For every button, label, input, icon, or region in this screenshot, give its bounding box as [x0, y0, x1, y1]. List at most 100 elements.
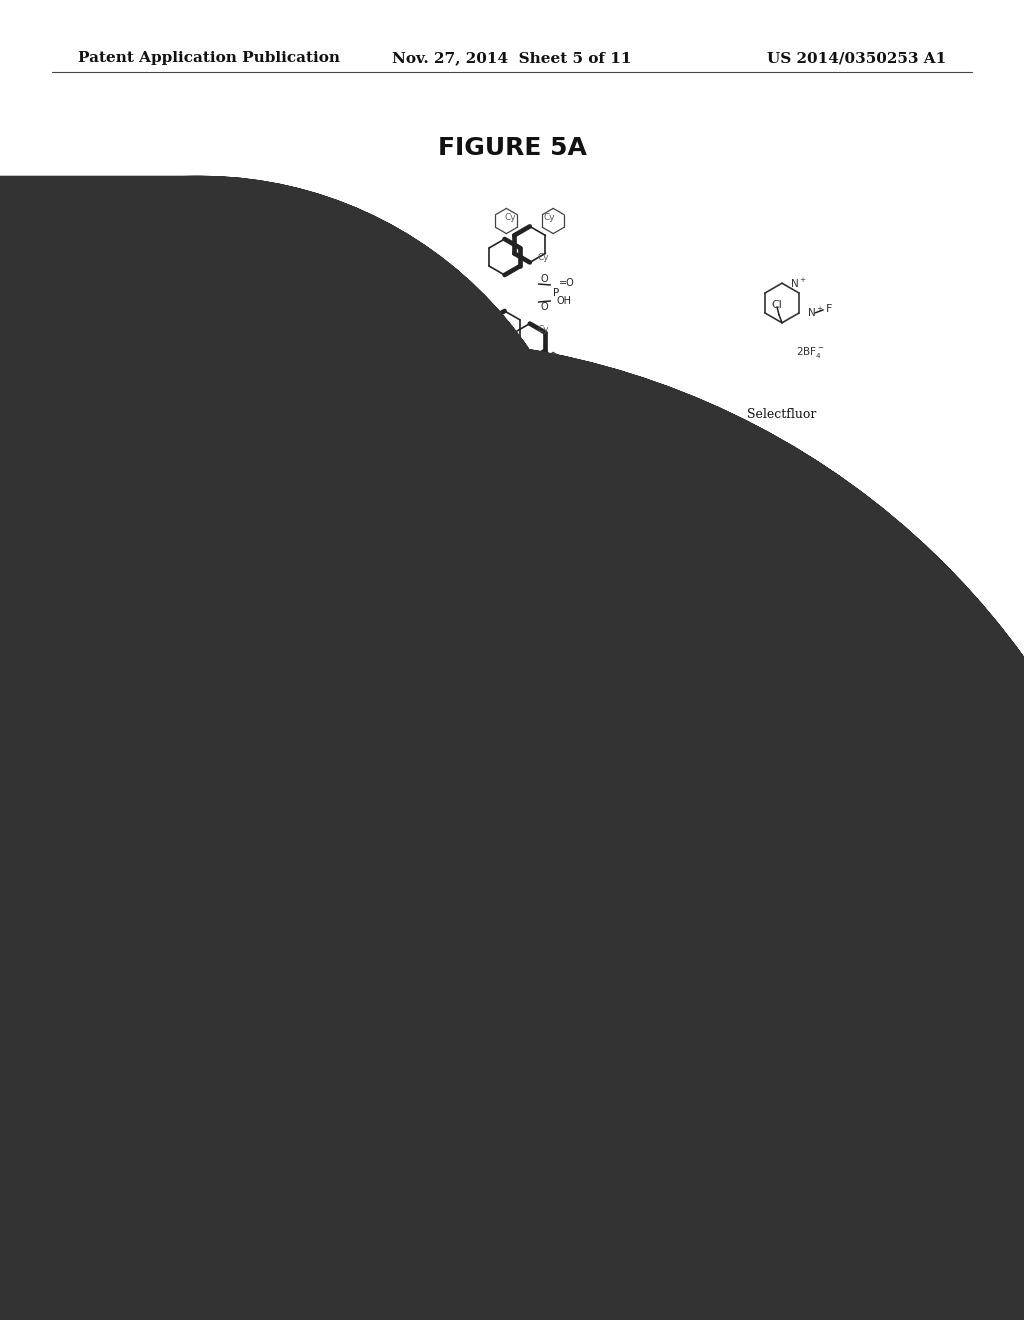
Text: F: F — [534, 1118, 541, 1129]
Text: F: F — [304, 1110, 311, 1119]
Text: $C_8H_{17}$: $C_8H_{17}$ — [155, 322, 183, 335]
Text: O: O — [263, 1130, 272, 1140]
Text: O: O — [480, 1140, 489, 1150]
Text: 17%ᶜ (23): 17%ᶜ (23) — [600, 693, 655, 702]
Text: Nov. 27, 2014  Sheet 5 of 11: Nov. 27, 2014 Sheet 5 of 11 — [392, 51, 632, 65]
Text: O: O — [480, 1065, 489, 1074]
Text: iPr: iPr — [262, 256, 273, 265]
Text: R: R — [534, 1080, 541, 1090]
Text: Yield 2a (% conv): Yield 2a (% conv) — [600, 642, 709, 652]
Text: Net para:ortho: Net para:ortho — [455, 642, 548, 652]
Text: O: O — [452, 870, 462, 883]
Text: (S)-TCYP: (S)-TCYP — [481, 408, 539, 421]
Text: iPr: iPr — [239, 226, 250, 235]
Text: Toluene, rt, 40h: Toluene, rt, 40h — [200, 595, 281, 605]
Text: Selectfluor: Selectfluor — [212, 557, 268, 568]
Text: OH: OH — [282, 296, 297, 306]
Text: 1a: 1a — [142, 640, 158, 653]
Text: 79% ee: 79% ee — [640, 1094, 687, 1107]
Text: 1 : 0.28 : 0.51 : 0.15: 1 : 0.28 : 0.51 : 0.15 — [270, 659, 383, 669]
Text: ——: —— — [790, 693, 812, 702]
Text: $C_8H_{17}$: $C_8H_{17}$ — [155, 249, 183, 264]
Text: Selectfluor: Selectfluor — [748, 408, 817, 421]
Text: iPr: iPr — [265, 222, 276, 231]
Text: F: F — [603, 564, 609, 573]
Text: F: F — [826, 304, 833, 314]
Text: Cy: Cy — [537, 252, 549, 261]
Text: F: F — [513, 546, 519, 557]
Text: F: F — [695, 561, 701, 572]
Text: O: O — [541, 302, 548, 312]
Text: F: F — [454, 887, 461, 900]
Text: 41% (>95): 41% (>95) — [600, 659, 660, 669]
Text: R: R — [308, 1133, 315, 1142]
Text: 1 : 0.11 : 0.23 : 0.00: 1 : 0.11 : 0.23 : 0.00 — [270, 693, 383, 702]
Text: Cy: Cy — [504, 213, 516, 222]
Text: Toluene, rt, 40h: Toluene, rt, 40h — [229, 915, 310, 925]
Text: Selectfluor: Selectfluor — [242, 876, 298, 887]
Text: 63%: 63% — [790, 676, 815, 685]
Text: OH: OH — [454, 546, 471, 557]
Text: iPr: iPr — [262, 325, 273, 334]
Text: =O: =O — [284, 279, 299, 288]
Text: FIGURE 5C: FIGURE 5C — [438, 777, 586, 803]
Text: O: O — [690, 544, 700, 557]
Text: OH: OH — [101, 544, 119, 557]
Text: 1 : 0.19 : 0.51 : 0.32: 1 : 0.19 : 0.51 : 0.32 — [270, 676, 383, 685]
Text: 1.0 : 1: 1.0 : 1 — [455, 676, 490, 685]
Text: 27%: 27% — [790, 659, 815, 669]
Text: FIGURE 5A: FIGURE 5A — [437, 136, 587, 160]
Text: F: F — [695, 572, 701, 581]
Text: 1.1 : 1: 1.1 : 1 — [455, 659, 490, 669]
Text: O: O — [541, 275, 548, 284]
Text: Catalyst: Catalyst — [90, 642, 141, 652]
Text: R = Me (4a): 63% yield: R = Me (4a): 63% yield — [610, 1078, 756, 1092]
Text: F: F — [528, 1065, 536, 1074]
Text: Cy: Cy — [544, 213, 555, 222]
Text: N$^+$: N$^+$ — [790, 277, 807, 290]
Text: Cy: Cy — [537, 325, 549, 334]
Text: R: R — [133, 1105, 141, 1118]
Text: F: F — [269, 1094, 275, 1104]
Text: Ratio 2a:2b:2c:2d: Ratio 2a:2b:2c:2d — [270, 642, 381, 652]
Text: Na₂CO₃: Na₂CO₃ — [221, 583, 259, 593]
Text: (S)-TCYP: (S)-TCYP — [90, 676, 136, 685]
Text: O: O — [265, 302, 273, 312]
Text: 2c: 2c — [572, 622, 588, 635]
Text: P: P — [279, 288, 285, 298]
Text: iPr: iPr — [265, 356, 276, 366]
Text: Cy: Cy — [504, 364, 516, 374]
Text: N$^+$: N$^+$ — [807, 306, 823, 319]
Text: US 2014/0350253 A1: US 2014/0350253 A1 — [767, 51, 946, 65]
Text: O: O — [265, 275, 273, 284]
Text: OH: OH — [56, 1073, 74, 1086]
Text: 1b: 1b — [157, 956, 173, 969]
Text: Patent Application Publication: Patent Application Publication — [78, 51, 340, 65]
Text: (S)-C₉TRIP: (S)-C₉TRIP — [90, 659, 146, 669]
Text: ee 2a: ee 2a — [790, 642, 824, 652]
Text: iPr: iPr — [239, 351, 250, 360]
Text: OH: OH — [544, 546, 560, 557]
Text: 5 mol% (S)-TCYP: 5 mol% (S)-TCYP — [227, 865, 312, 875]
Text: Cl: Cl — [771, 300, 782, 310]
Text: R: R — [308, 1072, 315, 1082]
Text: 41% (>95): 41% (>95) — [600, 676, 660, 685]
Text: F: F — [354, 603, 360, 614]
Text: OH: OH — [116, 858, 134, 871]
Text: 2a: 2a — [377, 622, 393, 635]
Text: Cy: Cy — [544, 364, 555, 374]
Text: O: O — [406, 544, 415, 557]
Text: 2.9 : 1: 2.9 : 1 — [455, 693, 490, 702]
Text: H: H — [527, 1102, 537, 1111]
Text: Na₂CO₃: Na₂CO₃ — [251, 903, 289, 913]
Text: 97% ee: 97% ee — [665, 1147, 713, 1160]
Text: 5 mol% Catalyst: 5 mol% Catalyst — [198, 545, 283, 554]
Text: OH: OH — [557, 296, 571, 306]
Text: (S)-C8-TRIP: (S)-C8-TRIP — [198, 408, 272, 421]
Text: R = Bn (4b): 81% yield: R = Bn (4b): 81% yield — [647, 1131, 791, 1144]
Text: F': F' — [362, 564, 372, 573]
Text: O: O — [263, 1074, 272, 1084]
Text: 2d: 2d — [663, 622, 678, 635]
Text: FIGURE 5B: FIGURE 5B — [437, 458, 587, 482]
Text: R: R — [538, 1130, 545, 1140]
